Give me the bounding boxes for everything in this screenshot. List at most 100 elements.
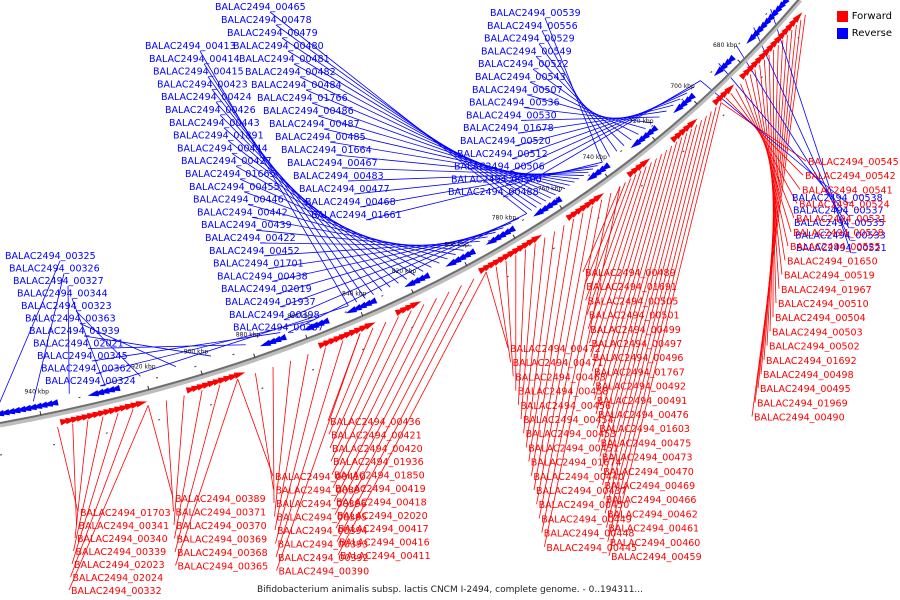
gene-label: BALAC2494_00332 — [71, 586, 162, 597]
gene-connector — [276, 333, 361, 571]
gene-arrow — [265, 337, 277, 345]
axis-tick — [305, 334, 308, 339]
gene-connector — [544, 186, 621, 547]
gene-connector — [279, 222, 512, 308]
gene-label: BALAC2494_00456 — [520, 401, 611, 412]
gene-connector — [608, 102, 722, 557]
gene-arrow — [685, 92, 696, 103]
gene-connector — [730, 93, 801, 190]
gene-connector — [173, 395, 185, 526]
map-caption: Bifidobacterium animalis subsp. lactis C… — [257, 585, 643, 595]
gene-connector — [591, 158, 657, 372]
gene-connector — [769, 45, 779, 332]
gene-label: BALAC2494_00541 — [802, 185, 893, 196]
gene-label: BALAC2494_00500 — [451, 174, 542, 185]
legend-forward: Forward — [836, 8, 892, 25]
gene-connector — [269, 11, 528, 214]
gene-arrow — [345, 306, 358, 314]
gene-arrow — [360, 299, 373, 307]
gene-connector — [333, 298, 437, 502]
gene-connector — [596, 141, 678, 429]
gene-label: BALAC2494_00489 — [585, 268, 676, 279]
gene-label: BALAC2494_00327 — [13, 276, 104, 287]
axis-tick — [694, 100, 698, 105]
gene-arrow — [355, 301, 368, 310]
axis-tick-label: 720 kbp — [629, 118, 654, 125]
gene-connector — [725, 97, 804, 176]
gene-label: BALAC2494_01939 — [29, 326, 120, 337]
gene-arrow — [409, 277, 421, 285]
gene-label: BALAC2494_00324 — [45, 376, 136, 387]
gene-connector — [766, 40, 784, 346]
gene-label: BALAC2494_00392 — [278, 553, 369, 564]
gene-label: BALAC2494_00535 — [794, 218, 885, 229]
gene-connector — [606, 111, 712, 528]
gene-arrow — [0, 408, 10, 416]
gene-arrow — [25, 403, 37, 410]
gene-connector — [529, 81, 639, 135]
gene-connector — [763, 59, 780, 289]
gene-label: BALAC2494_01603 — [599, 424, 690, 435]
gene-connector — [243, 191, 440, 264]
gene-connector — [523, 107, 653, 124]
gene-connector — [502, 80, 701, 198]
legend-reverse-label: Reverse — [851, 28, 892, 39]
gene-connector — [603, 120, 702, 500]
gene-label: BALAC2494_00369 — [177, 535, 268, 546]
gene-label: BALAC2494_00423 — [157, 79, 248, 90]
gene-connector — [590, 162, 652, 358]
gene-label: BALAC2494_00362 — [41, 364, 132, 375]
gene-connector — [598, 137, 683, 443]
gene-label: BALAC2494_00502 — [769, 342, 860, 353]
gene-label: BALAC2494_00450 — [539, 500, 630, 511]
gene-label: BALAC2494_00543 — [475, 72, 566, 83]
gene-label: BALAC2494_00486 — [263, 106, 354, 117]
gene-connector — [599, 133, 688, 457]
gene-connector — [79, 323, 177, 367]
gene-connector — [32, 273, 65, 402]
gene-arrow — [303, 323, 315, 331]
gene-label: BALAC2494_01891 — [173, 131, 264, 142]
gene-connector — [528, 225, 565, 462]
gene-arrow — [414, 274, 426, 283]
gene-label: BALAC2494_00507 — [472, 85, 563, 96]
gene-label: BALAC2494_00488 — [448, 187, 539, 198]
gene-connector — [199, 50, 349, 306]
gene-label: BALAC2494_00458 — [518, 387, 609, 398]
gene-label: BALAC2494_00394 — [277, 526, 368, 537]
forward-connector-lines — [57, 14, 807, 591]
gene-label: BALAC2494_00468 — [305, 197, 396, 208]
gene-label: BALAC2494_00368 — [177, 548, 268, 559]
legend-reverse: Reverse — [836, 25, 892, 42]
gene-arrow — [41, 400, 54, 407]
gene-connector — [235, 165, 424, 272]
axis-tick — [411, 289, 414, 294]
gene-connector — [587, 170, 642, 329]
gene-arrow — [504, 225, 516, 234]
gene-arrow — [409, 301, 422, 309]
axis-tick-label: 680 kbp — [713, 42, 738, 49]
axis-tick — [147, 385, 150, 390]
gene-label: BALAC2494_00452 — [209, 246, 300, 257]
gene-connector — [275, 227, 504, 295]
gene-connector — [763, 35, 788, 360]
gene-label: BALAC2494_01767 — [594, 367, 685, 378]
gene-label: BALAC2494_00498 — [763, 370, 854, 381]
axis-tick-label: 820 kbp — [392, 268, 417, 275]
gene-connector — [520, 243, 536, 420]
gene-arrow — [233, 372, 246, 379]
gene-connector — [589, 166, 647, 344]
gene-connector — [757, 24, 797, 389]
gene-arrow — [318, 317, 330, 325]
gene-labels: BALAC2494_00465 BALAC2494_00478 BALAC2494_… — [5, 2, 899, 597]
gene-connector — [541, 30, 610, 157]
gene-connector — [330, 316, 399, 462]
gene-arrow — [647, 124, 659, 135]
axis-tick-label: 780 kbp — [492, 214, 517, 221]
gene-label: BALAC2494_01701 — [213, 259, 304, 270]
gene-label: BALAC2494_00417 — [338, 524, 429, 535]
gene-label: BALAC2494_00461 — [608, 524, 699, 535]
gene-connector — [595, 145, 673, 415]
gene-label: BALAC2494_00371 — [176, 508, 267, 519]
gene-label: BALAC2494_00323 — [21, 301, 112, 312]
